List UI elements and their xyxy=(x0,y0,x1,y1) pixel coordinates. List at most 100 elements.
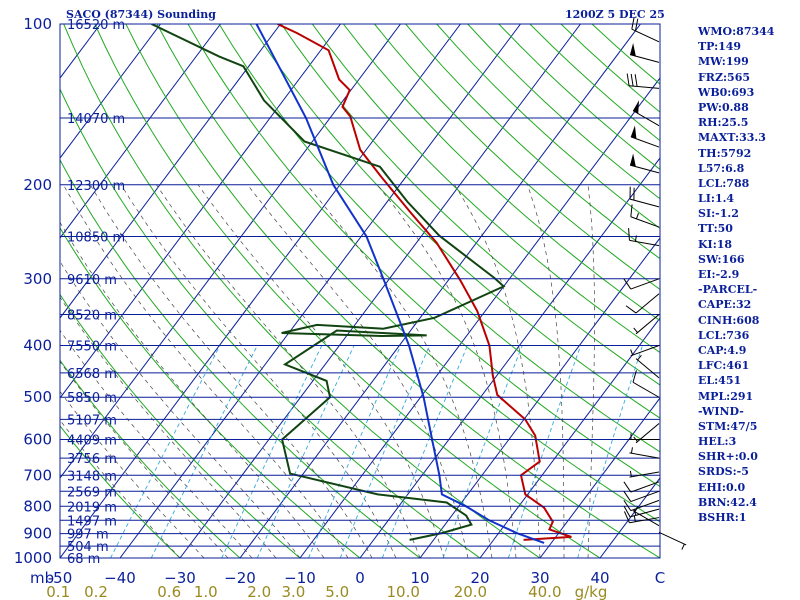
isotherm-line xyxy=(539,397,660,558)
wind-barb xyxy=(629,447,660,459)
wind-barb xyxy=(626,73,660,89)
index-item: FRZ:565 xyxy=(698,70,751,84)
wind-profile xyxy=(623,16,687,550)
wind-barb-half-flag xyxy=(633,515,636,522)
wind-barb-staff xyxy=(635,293,660,314)
wind-barb xyxy=(631,16,660,43)
index-item: CAP:4.9 xyxy=(698,343,747,357)
wind-barb xyxy=(629,470,660,478)
wind-barb-flag xyxy=(632,370,637,383)
wind-barb xyxy=(658,531,687,550)
wind-barb-flag xyxy=(623,278,632,290)
wind-barb-flag xyxy=(626,73,630,86)
wind-barb-staff xyxy=(632,381,660,398)
index-item: SW:166 xyxy=(698,252,745,266)
height-label: 9610 m xyxy=(67,273,117,288)
pressure-tick-label: 700 xyxy=(23,466,52,484)
height-label: 8520 m xyxy=(67,309,117,324)
dewpoint-line xyxy=(151,24,506,541)
index-item: -WIND- xyxy=(698,404,744,418)
temperature-tick-label: 30 xyxy=(530,569,549,587)
pressure-tick-label: 600 xyxy=(23,431,52,449)
wind-barb-half-flag xyxy=(635,213,639,219)
wind-barb-staff xyxy=(635,314,660,335)
wind-barb-half-flag xyxy=(630,349,634,356)
index-item: LCL:736 xyxy=(698,328,750,342)
wind-barb-flag xyxy=(623,500,632,511)
isotherm-line xyxy=(60,24,221,239)
index-item: LCL:788 xyxy=(698,176,750,190)
mixing-ratio-line xyxy=(507,345,582,558)
index-item: CAPE:32 xyxy=(698,298,752,312)
index-item: -PARCEL- xyxy=(698,283,758,297)
temperature-tick-label: −40 xyxy=(104,569,136,587)
wind-barb-half-flag xyxy=(633,509,637,516)
height-label: 1497 m xyxy=(67,514,117,529)
sounding-indices-panel: WMO:87344 TP:149 MW:199 FRZ:565 WB0:693 PW:0.… xyxy=(698,24,798,525)
isotherm-line xyxy=(60,24,341,399)
wind-barb xyxy=(632,100,660,127)
wind-barb-flag xyxy=(630,73,634,87)
wind-barb-pennant xyxy=(633,100,640,114)
moist-adiabat xyxy=(156,184,421,558)
index-item: MW:199 xyxy=(698,55,749,69)
index-item: HEL:3 xyxy=(698,435,737,449)
index-item: TH:5792 xyxy=(698,146,752,160)
mixing-ratio-label: 0.6 xyxy=(157,583,181,600)
wind-barb-staff xyxy=(629,54,660,63)
mixing-ratio-label: g/kg xyxy=(575,583,608,600)
temperature-line xyxy=(277,24,572,541)
index-item: WMO:87344 xyxy=(698,25,775,38)
wind-barb xyxy=(629,186,660,208)
height-label: 2019 m xyxy=(67,500,117,515)
mixing-ratio-line xyxy=(381,345,468,558)
wind-barb-pennant xyxy=(630,125,637,139)
wind-barb xyxy=(625,293,660,314)
temperature-tick-label: 10 xyxy=(410,569,429,587)
wind-barb-staff xyxy=(630,490,660,503)
wind-barb xyxy=(623,499,660,512)
height-label: 68 m xyxy=(67,552,100,567)
index-item: EL:451 xyxy=(698,374,742,388)
mixing-ratio-label: 1.0 xyxy=(194,583,218,600)
wind-barb-staff xyxy=(631,28,660,43)
temperature-tick-label: C xyxy=(655,569,665,587)
wind-barb-flag xyxy=(625,305,637,314)
dry-adiabat xyxy=(156,24,660,523)
moist-adiabat xyxy=(90,184,373,558)
moist-adiabat xyxy=(247,184,469,558)
sounding-time: 1200Z 5 DEC 25 xyxy=(565,8,665,21)
wind-barb xyxy=(635,354,660,379)
pressure-tick-label: 400 xyxy=(23,337,52,355)
wind-barb xyxy=(633,423,660,444)
index-item: EI:-2.9 xyxy=(698,268,740,281)
moist-adiabat xyxy=(306,184,493,558)
index-item: CINH:608 xyxy=(698,313,760,327)
index-item: STM:47/5 xyxy=(698,419,758,433)
wind-barb-flag xyxy=(628,228,630,241)
wind-barb-staff xyxy=(629,517,660,524)
mixing-ratio-label: 40.0 xyxy=(528,583,561,600)
moist-adiabat xyxy=(63,184,349,558)
moist-adiabat xyxy=(526,184,565,558)
index-item: SI:-1.2 xyxy=(698,207,739,221)
wind-barb-flag xyxy=(623,511,630,523)
height-label: 12300 m xyxy=(67,179,125,194)
isotherm-line xyxy=(60,24,281,319)
mixing-ratio-line xyxy=(256,345,355,558)
pressure-tick-label: 900 xyxy=(23,525,52,543)
moist-adiabat xyxy=(587,184,595,558)
wind-barb xyxy=(623,511,660,524)
wind-barb xyxy=(623,505,660,518)
temperature-tick-label: -50 xyxy=(48,569,73,587)
wind-barb xyxy=(630,125,660,148)
wind-barb-pennant xyxy=(630,43,636,57)
isotherm-line xyxy=(359,157,660,558)
isotherm-line xyxy=(419,237,660,558)
pressure-tick-label: 100 xyxy=(23,15,52,33)
wind-barb-half-flag xyxy=(634,235,637,242)
height-label: 10850 m xyxy=(67,230,125,245)
moist-adiabat xyxy=(454,184,541,558)
mixing-ratio-line xyxy=(442,345,523,558)
